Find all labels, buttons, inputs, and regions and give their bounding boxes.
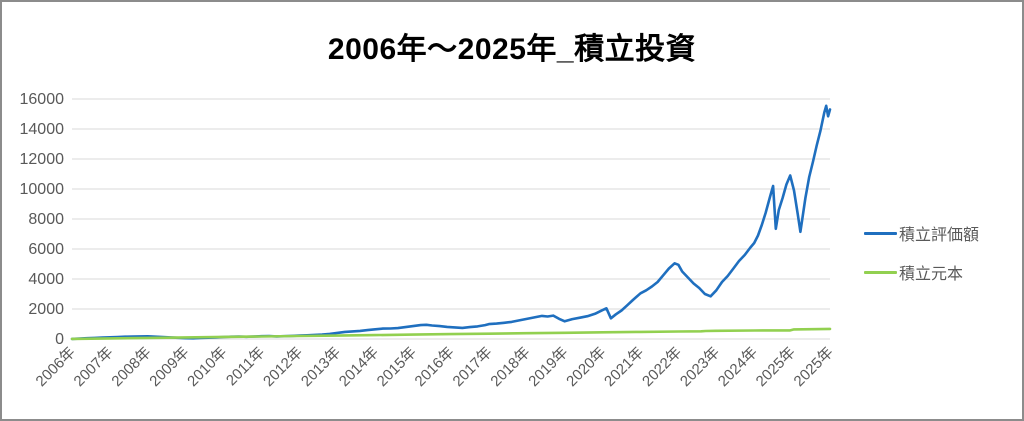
x-tick-label: 2012年 [260, 344, 306, 390]
x-tick-label: 2010年 [184, 344, 230, 390]
chart-title: 2006年〜2025年_積立投資 [327, 33, 697, 66]
legend-item-valuation: 積立評価額 [864, 221, 979, 245]
x-tick-label: 2019年 [525, 344, 571, 390]
x-tick-label: 2015年 [374, 344, 420, 390]
y-tick-label: 12000 [20, 151, 65, 168]
series-line-valuation [70, 104, 832, 341]
y-tick-label: 16000 [20, 91, 65, 108]
legend: 積立評価額 積立元本 [864, 221, 979, 284]
y-tick-label: 2000 [28, 301, 64, 318]
x-tick-label: 2025年 [753, 344, 799, 390]
y-tick-label: 10000 [20, 181, 65, 198]
y-tick-label: 4000 [28, 271, 64, 288]
x-tick-label: 2008年 [108, 344, 154, 390]
x-tick-label: 2021年 [601, 344, 647, 390]
legend-label-principal: 積立元本 [899, 266, 964, 283]
x-tick-label: 2014年 [336, 344, 382, 390]
x-tick-label: 2013年 [298, 344, 344, 390]
series-line-principal [70, 327, 832, 341]
legend-item-principal: 積立元本 [864, 260, 979, 284]
x-tick-label: 2022年 [639, 344, 685, 390]
y-tick-label: 6000 [28, 241, 64, 258]
x-tick-label: 2020年 [563, 344, 609, 390]
x-tick-label: 2024年 [715, 344, 761, 390]
x-tick-label: 2025年 [791, 344, 837, 390]
x-tick-label: 2016年 [412, 344, 458, 390]
x-tick-label: 2006年 [33, 344, 79, 390]
y-tick-label: 14000 [20, 121, 65, 138]
x-tick-label: 2017年 [450, 344, 496, 390]
legend-line-swatch-valuation [864, 231, 897, 235]
x-tick-label: 2011年 [223, 344, 268, 389]
legend-line-swatch-principal [864, 270, 897, 274]
y-tick-label: 8000 [28, 211, 64, 228]
x-tick-label: 2009年 [146, 344, 192, 390]
x-tick-label: 2018年 [487, 344, 533, 390]
x-tick-label: 2007年 [71, 344, 117, 390]
legend-label-valuation: 積立評価額 [899, 227, 980, 244]
x-tick-label: 2023年 [677, 344, 723, 390]
y-tick-label: 0 [55, 331, 64, 348]
